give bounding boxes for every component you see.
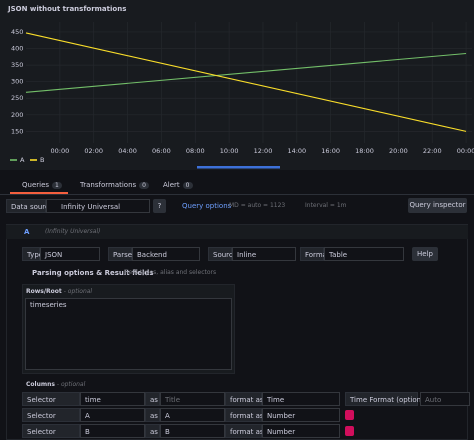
x-tick-label: 06:00 bbox=[152, 147, 171, 155]
tab-count: 0 bbox=[139, 182, 149, 189]
as-label: as bbox=[145, 408, 160, 422]
y-tick-label: 250 bbox=[11, 94, 23, 102]
format-label: format as bbox=[225, 424, 264, 438]
alias-input[interactable]: B bbox=[160, 424, 225, 438]
tab[interactable]: Transformations 0 bbox=[80, 178, 149, 192]
rows-root-input[interactable]: timeseries bbox=[25, 298, 232, 370]
y-tick-label: 350 bbox=[11, 61, 23, 69]
interval: Interval = 1m bbox=[305, 202, 347, 209]
format-label: format as bbox=[225, 408, 264, 422]
y-tick-label: 200 bbox=[11, 111, 23, 119]
as-label: as bbox=[145, 392, 160, 406]
selector-label: Selector bbox=[22, 424, 80, 438]
query-source: (Infinity Universal) bbox=[45, 228, 101, 235]
y-tick-label: 150 bbox=[11, 127, 23, 135]
delete-button[interactable] bbox=[345, 426, 354, 436]
selector-label: Selector bbox=[22, 408, 80, 422]
as-label: as bbox=[145, 424, 160, 438]
tab-bar bbox=[0, 172, 474, 195]
x-tick-label: 00:00 bbox=[457, 147, 474, 155]
query-header bbox=[6, 225, 468, 239]
x-tick-label: 04:00 bbox=[118, 147, 137, 155]
tab-count: 1 bbox=[52, 182, 62, 189]
y-tick-label: 300 bbox=[11, 78, 23, 86]
field-select[interactable]: Inline bbox=[232, 247, 296, 261]
alias-input[interactable]: Title bbox=[160, 392, 225, 406]
section-subtitle: Field types, alias and selectors bbox=[124, 269, 217, 276]
format-label: format as bbox=[225, 392, 264, 406]
help-icon[interactable]: ? bbox=[153, 199, 166, 213]
x-tick-label: 14:00 bbox=[287, 147, 306, 155]
field-select[interactable]: JSON bbox=[40, 247, 100, 261]
line bbox=[25, 52, 467, 93]
y-tick-label: 400 bbox=[11, 45, 23, 53]
x-tick-label: 12:00 bbox=[254, 147, 273, 155]
hint: - optional bbox=[63, 288, 93, 295]
selector-label: Selector bbox=[22, 392, 80, 406]
x-tick-label: 18:00 bbox=[355, 147, 374, 155]
legend-swatch bbox=[10, 159, 17, 161]
panel: JSON without transformations 150 200 250 30… bbox=[0, 0, 474, 170]
query-ref[interactable]: A bbox=[24, 228, 30, 236]
help-button[interactable]: Help bbox=[412, 247, 438, 261]
tab[interactable]: Queries 1 bbox=[22, 178, 62, 192]
x-tick-label: 16:00 bbox=[321, 147, 340, 155]
field-label: Type bbox=[22, 247, 43, 261]
tab-label: Queries bbox=[22, 181, 50, 189]
md: MD = auto = 1123 bbox=[229, 202, 286, 209]
x-tick-label: 20:00 bbox=[389, 147, 408, 155]
format-select[interactable]: Time bbox=[262, 392, 340, 406]
x-tick-label: 00:00 bbox=[50, 147, 69, 155]
format-select[interactable]: Number bbox=[262, 424, 340, 438]
hint: - optional bbox=[56, 381, 86, 388]
legend-label: B bbox=[40, 156, 44, 164]
format-select[interactable]: Number bbox=[262, 408, 340, 422]
selector-input[interactable]: time bbox=[80, 392, 145, 406]
field-label: Source bbox=[208, 247, 237, 261]
tab-label: Alert bbox=[163, 181, 180, 189]
label: Data source bbox=[6, 199, 53, 213]
panel-bg bbox=[0, 0, 474, 170]
alias-input[interactable]: A bbox=[160, 408, 225, 422]
y-tick-label: 450 bbox=[11, 28, 23, 36]
time-format-input[interactable]: Auto bbox=[420, 392, 470, 406]
x-tick-label: 08:00 bbox=[186, 147, 205, 155]
query-inspector[interactable]: Query inspector bbox=[408, 198, 467, 213]
field-select[interactable]: Table bbox=[324, 247, 404, 261]
x-tick-label: 10:00 bbox=[220, 147, 239, 155]
label: Rows/Root bbox=[26, 288, 62, 295]
tab-label: Transformations bbox=[80, 181, 137, 189]
line bbox=[25, 32, 467, 132]
section-title[interactable]: Parsing options & Result fields bbox=[32, 269, 154, 277]
label: Columns bbox=[26, 381, 55, 388]
field-label: Format bbox=[300, 247, 330, 261]
x-tick-label: 22:00 bbox=[423, 147, 442, 155]
selector-input[interactable]: A bbox=[80, 408, 145, 422]
selector-input[interactable]: B bbox=[80, 424, 145, 438]
panel-title: JSON without transformations bbox=[7, 5, 126, 13]
tab-count: 0 bbox=[182, 182, 193, 189]
time-format-label: Time Format (optional) bbox=[345, 392, 430, 406]
legend-swatch bbox=[30, 159, 37, 161]
x-tick-label: 02:00 bbox=[84, 147, 103, 155]
legend-label: A bbox=[20, 156, 25, 164]
tab[interactable]: Alert 0 bbox=[163, 178, 193, 192]
field-label: Parser bbox=[108, 247, 135, 261]
datasource-select[interactable]: Infinity Universal bbox=[46, 199, 150, 213]
scroll-indicator bbox=[197, 166, 280, 169]
query-options[interactable]: Query options bbox=[182, 202, 232, 210]
delete-button[interactable] bbox=[345, 410, 354, 420]
field-select[interactable]: Backend bbox=[132, 247, 200, 261]
tab-underline bbox=[10, 192, 68, 194]
